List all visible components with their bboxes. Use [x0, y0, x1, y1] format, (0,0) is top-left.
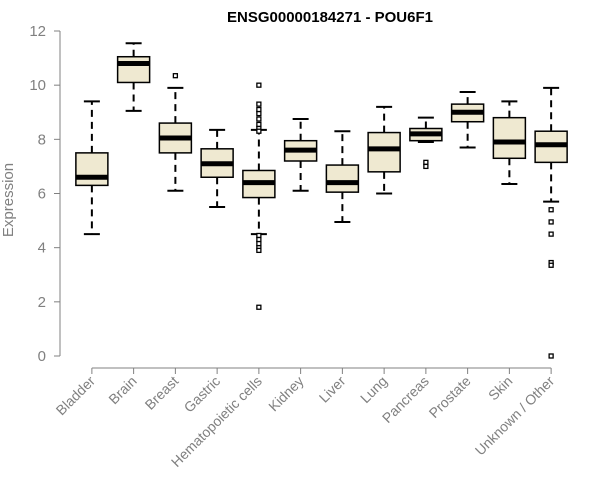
- x-tick-label: Lung: [357, 373, 390, 406]
- outlier-point: [256, 121, 262, 128]
- chart-title: ENSG00000184271 - POU6F1: [227, 9, 433, 26]
- box-iqr: [116, 55, 151, 84]
- outlier-point: [548, 207, 554, 213]
- outlier-point: [548, 353, 554, 359]
- outlier-point: [256, 236, 262, 243]
- box-group: [158, 73, 193, 192]
- box-group: [116, 42, 151, 112]
- outlier-point: [256, 116, 262, 122]
- box-group: [450, 90, 485, 149]
- box-group: [325, 130, 360, 223]
- outlier-point: [256, 232, 262, 239]
- outlier-point: [256, 128, 262, 134]
- box-group: [75, 100, 109, 236]
- y-tick-label: 4: [38, 240, 46, 257]
- box-group: [409, 116, 443, 170]
- outlier-point: [172, 73, 179, 79]
- box-iqr: [492, 116, 527, 160]
- box-iqr: [325, 164, 360, 193]
- x-tick-label: Brain: [105, 373, 139, 407]
- outlier-point: [423, 159, 429, 166]
- box-group: [534, 86, 568, 359]
- box-group: [492, 100, 527, 186]
- outlier-point: [256, 110, 262, 117]
- x-tick-label: Liver: [316, 373, 349, 406]
- y-tick-label: 12: [29, 23, 46, 40]
- outlier-point: [423, 163, 429, 170]
- outlier-point: [256, 240, 262, 247]
- outlier-point: [256, 101, 262, 107]
- outlier-point: [256, 82, 262, 88]
- box-group: [367, 105, 401, 195]
- box-iqr: [75, 152, 109, 187]
- x-tick-label: Breast: [142, 373, 182, 413]
- y-tick-label: 10: [29, 77, 46, 94]
- y-tick-label: 2: [38, 294, 46, 311]
- y-tick-label: 8: [38, 131, 46, 148]
- outlier-point: [548, 219, 554, 225]
- x-tick-label: Bladder: [53, 373, 99, 419]
- y-tick-label: 6: [38, 186, 46, 203]
- outlier-point: [548, 262, 554, 268]
- y-axis-label: Expression: [0, 163, 17, 237]
- x-tick-label: Prostate: [426, 373, 474, 421]
- outlier-point: [256, 106, 262, 113]
- x-tick-label: Unknown / Other: [472, 373, 558, 459]
- outlier-point: [256, 247, 262, 254]
- x-tick-label: Kidney: [265, 373, 307, 415]
- box-group: [200, 128, 234, 209]
- y-axis: 0 2 4 6 8 10 12: [29, 23, 61, 365]
- outlier-point: [256, 304, 262, 310]
- boxes-layer: [75, 42, 568, 359]
- box-group: [242, 82, 276, 310]
- y-tick-label: 0: [38, 348, 46, 365]
- x-tick-label: Skin: [485, 373, 516, 404]
- box-iqr: [367, 131, 401, 173]
- box-group: [283, 118, 318, 192]
- outlier-point: [548, 231, 554, 237]
